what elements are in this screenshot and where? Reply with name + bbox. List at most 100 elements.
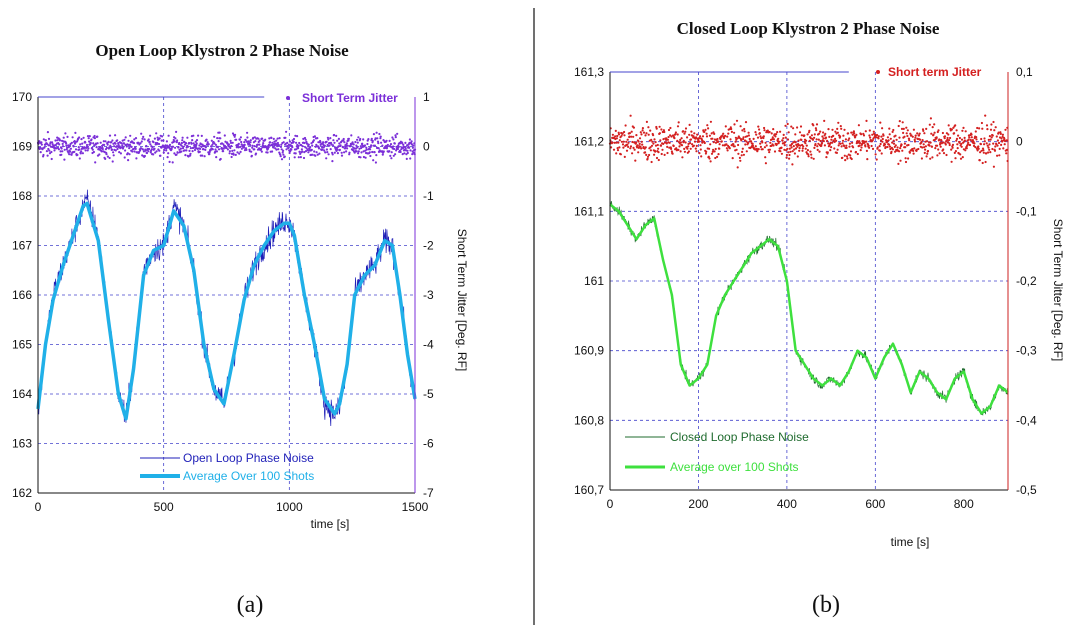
jitter-point bbox=[772, 138, 776, 141]
jitter-point bbox=[629, 145, 633, 148]
jitter-point bbox=[944, 143, 947, 146]
jitter-point bbox=[701, 141, 704, 144]
jitter-point bbox=[369, 148, 372, 151]
jitter-point bbox=[908, 151, 912, 154]
jitter-point bbox=[627, 141, 630, 144]
jitter-point bbox=[256, 143, 259, 146]
jitter-point bbox=[233, 149, 236, 152]
jitter-point bbox=[128, 147, 131, 150]
jitter-point bbox=[404, 147, 407, 150]
jitter-point bbox=[649, 146, 652, 149]
jitter-point bbox=[373, 151, 376, 154]
jitter-point bbox=[621, 132, 624, 135]
jitter-point bbox=[646, 157, 649, 160]
jitter-point bbox=[840, 127, 843, 130]
jitter-point bbox=[913, 147, 916, 150]
jitter-point bbox=[871, 133, 874, 136]
jitter-point bbox=[818, 132, 821, 135]
jitter-point bbox=[918, 132, 921, 135]
jitter-point bbox=[69, 147, 72, 150]
jitter-point bbox=[931, 156, 934, 159]
jitter-point bbox=[998, 154, 1001, 157]
jitter-point bbox=[390, 151, 393, 154]
jitter-point bbox=[388, 150, 391, 153]
jitter-point bbox=[845, 155, 849, 158]
jitter-point bbox=[156, 136, 159, 139]
jitter-point bbox=[1003, 137, 1006, 141]
jitter-point bbox=[714, 156, 717, 160]
jitter-point bbox=[909, 132, 912, 135]
jitter-point bbox=[788, 153, 791, 157]
jitter-point bbox=[925, 127, 928, 130]
jitter-point bbox=[292, 137, 296, 141]
jitter-point bbox=[996, 154, 999, 157]
jitter-point bbox=[904, 146, 907, 149]
jitter-point bbox=[137, 141, 140, 144]
jitter-point bbox=[937, 129, 940, 132]
jitter-point bbox=[638, 137, 642, 140]
jitter-point bbox=[967, 138, 970, 141]
jitter-point bbox=[815, 138, 818, 141]
jitter-point bbox=[135, 157, 138, 160]
jitter-point bbox=[121, 139, 124, 142]
jitter-point bbox=[834, 130, 837, 133]
jitter-point bbox=[645, 153, 648, 156]
jitter-point bbox=[243, 141, 246, 144]
jitter-point bbox=[855, 133, 858, 136]
jitter-point bbox=[337, 137, 340, 140]
jitter-point bbox=[764, 141, 767, 144]
jitter-point bbox=[742, 153, 746, 156]
jitter-point bbox=[356, 146, 359, 149]
jitter-point bbox=[856, 152, 859, 156]
jitter-point bbox=[48, 144, 51, 147]
jitter-point bbox=[372, 159, 375, 162]
jitter-point bbox=[759, 135, 762, 138]
jitter-point bbox=[726, 149, 729, 152]
series-raw-phase-noise bbox=[609, 201, 1009, 416]
jitter-point bbox=[665, 137, 668, 140]
jitter-point bbox=[705, 135, 709, 138]
jitter-point bbox=[239, 136, 242, 139]
jitter-point bbox=[246, 136, 249, 139]
jitter-point bbox=[280, 158, 284, 161]
jitter-point bbox=[637, 140, 640, 143]
jitter-point bbox=[987, 151, 990, 154]
jitter-point bbox=[843, 144, 846, 148]
jitter-point bbox=[142, 150, 145, 153]
jitter-point bbox=[189, 147, 192, 150]
jitter-point bbox=[623, 134, 626, 137]
jitter-point bbox=[78, 136, 81, 139]
jitter-point bbox=[357, 152, 360, 155]
jitter-point bbox=[780, 152, 784, 155]
jitter-point bbox=[728, 147, 731, 150]
jitter-point bbox=[326, 136, 329, 139]
jitter-point bbox=[632, 135, 635, 138]
jitter-point bbox=[652, 142, 655, 145]
jitter-point bbox=[980, 149, 983, 152]
jitter-point bbox=[233, 135, 236, 138]
jitter-point bbox=[406, 149, 409, 152]
jitter-point bbox=[692, 144, 696, 147]
jitter-point bbox=[869, 136, 872, 139]
jitter-point bbox=[975, 136, 978, 139]
jitter-point bbox=[786, 147, 789, 150]
jitter-point bbox=[120, 142, 123, 145]
y-tick-label: 170 bbox=[12, 90, 32, 104]
jitter-point bbox=[66, 146, 69, 149]
jitter-point bbox=[733, 131, 736, 134]
jitter-point bbox=[283, 155, 286, 158]
jitter-point bbox=[219, 157, 222, 161]
jitter-point bbox=[737, 152, 740, 155]
jitter-point bbox=[764, 162, 768, 165]
jitter-point bbox=[938, 138, 941, 141]
jitter-point bbox=[155, 150, 158, 153]
jitter-point bbox=[724, 125, 727, 128]
jitter-point bbox=[615, 141, 618, 144]
jitter-point bbox=[786, 122, 789, 126]
jitter-point bbox=[236, 151, 239, 154]
jitter-point bbox=[368, 151, 371, 154]
jitter-point bbox=[887, 143, 891, 146]
jitter-point bbox=[157, 142, 161, 146]
jitter-point bbox=[301, 145, 304, 148]
jitter-point bbox=[62, 136, 65, 139]
